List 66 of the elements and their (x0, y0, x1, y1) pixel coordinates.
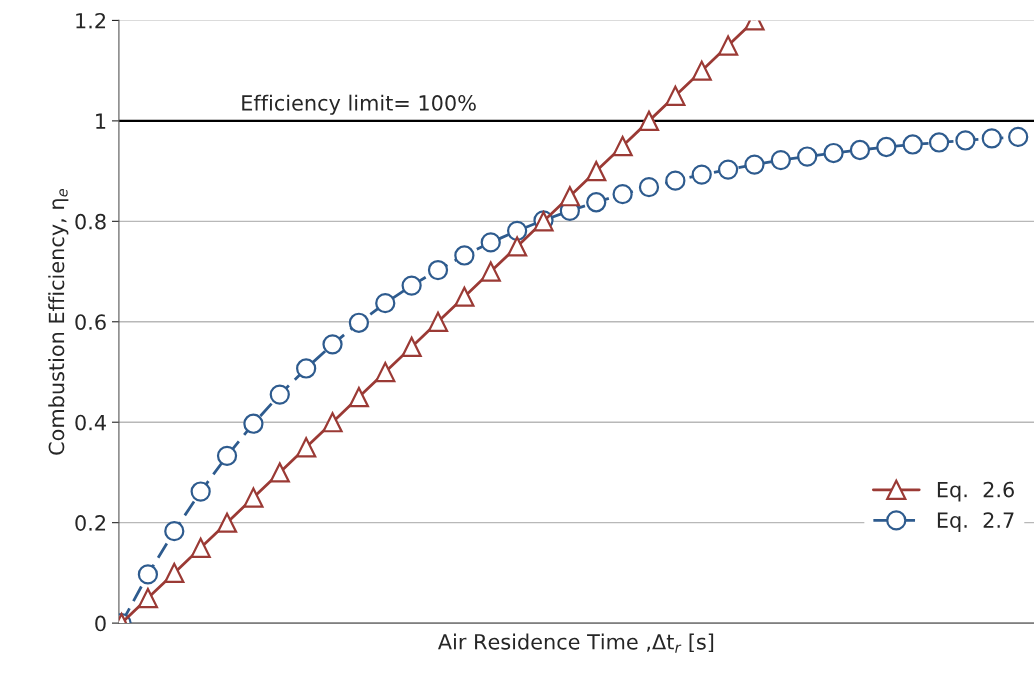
point (691, 60, 712, 81)
point (612, 184, 633, 205)
point (638, 177, 660, 198)
point (638, 110, 660, 132)
point (744, 154, 765, 175)
point (427, 311, 449, 332)
point (164, 562, 185, 584)
point (717, 159, 739, 180)
point (981, 128, 1002, 149)
point (137, 564, 159, 585)
point (586, 160, 607, 182)
point (506, 220, 528, 242)
point (401, 336, 422, 358)
point (427, 259, 449, 281)
point (296, 358, 317, 379)
y-tick-label: 0.2 (75, 515, 106, 531)
x-axis-title: Air Residence Time ,Δt$_{r}$ [s] (437, 633, 714, 653)
point (348, 386, 370, 408)
point (928, 132, 950, 153)
point (691, 164, 712, 185)
legend-label: Eq. 2.7 (937, 512, 1014, 533)
y-tick-label: 1.2 (76, 12, 106, 29)
point (506, 236, 528, 257)
point (375, 293, 396, 314)
point (849, 139, 871, 161)
point (612, 135, 633, 157)
y-tick-label: 0.8 (75, 213, 106, 230)
y-tick-label: 0.4 (75, 414, 106, 431)
point (216, 445, 238, 467)
point (375, 361, 396, 383)
ref-line-label: Efficiency limit= 100% (242, 94, 476, 115)
point (454, 245, 475, 266)
point (823, 142, 844, 164)
point (190, 537, 211, 558)
point (480, 261, 501, 282)
point (137, 587, 159, 609)
point (190, 481, 211, 502)
point (454, 286, 475, 307)
point (955, 130, 976, 151)
point (665, 85, 686, 106)
point (348, 312, 370, 333)
point (164, 521, 185, 542)
point (559, 186, 580, 207)
point (322, 412, 343, 433)
point (243, 487, 264, 508)
point (717, 35, 739, 56)
point (665, 170, 686, 191)
point (586, 192, 607, 213)
y-tick-label: 0 (95, 615, 106, 632)
point (770, 149, 791, 171)
point (269, 384, 290, 405)
point (902, 134, 923, 155)
point (401, 275, 422, 296)
point (216, 512, 238, 533)
legend-label: Eq. 2.6 (937, 481, 1014, 502)
point (243, 413, 264, 434)
y-axis-title: Combustion Efficiency, η$_{e}$ (48, 188, 69, 455)
point (296, 437, 317, 458)
y-tick-label: 0.6 (75, 314, 106, 330)
y-tick-label: 1 (96, 113, 106, 129)
point (1008, 126, 1029, 148)
point (797, 146, 818, 167)
point (322, 334, 343, 355)
point (876, 136, 897, 158)
point (269, 462, 290, 483)
point (480, 232, 501, 253)
